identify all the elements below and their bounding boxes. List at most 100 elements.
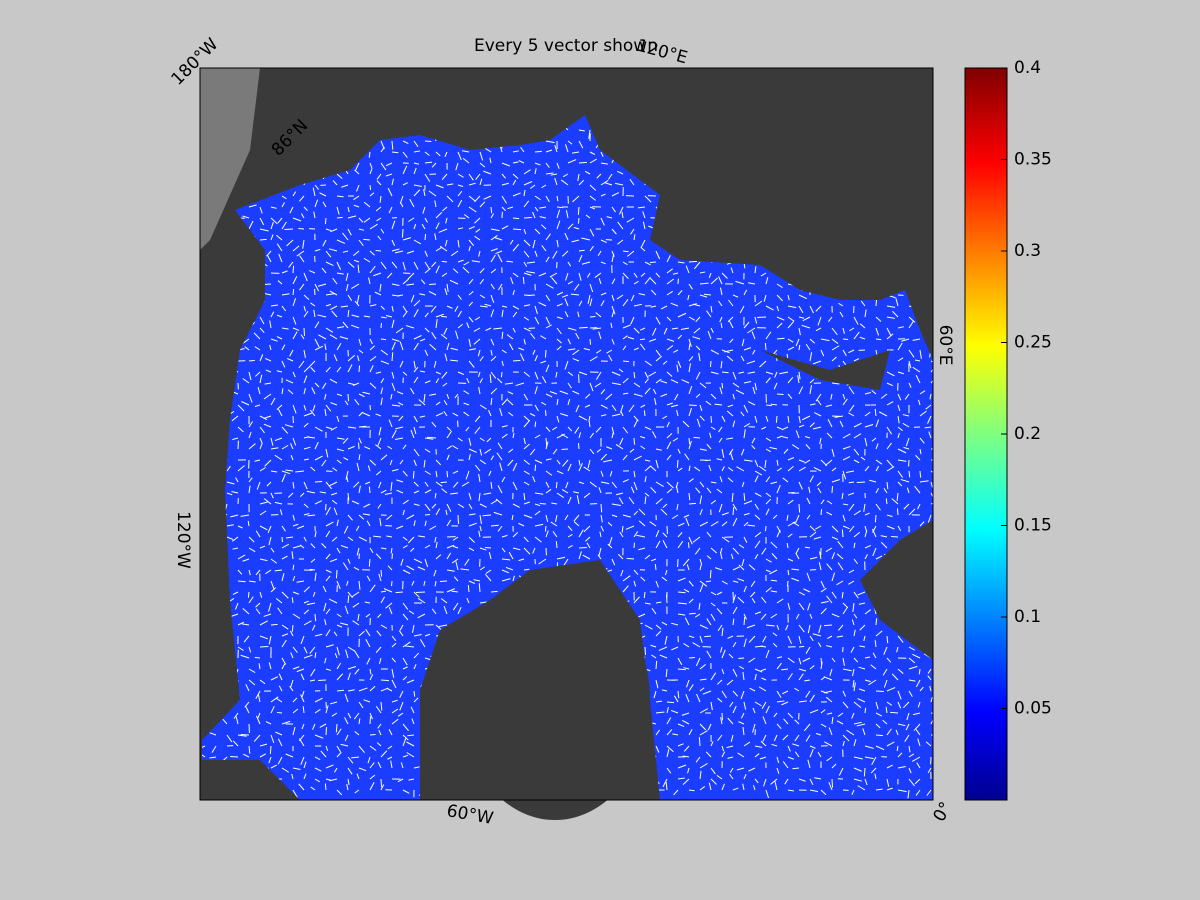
vector	[411, 718, 415, 725]
vector	[300, 635, 305, 645]
vector	[852, 679, 855, 688]
vector	[572, 349, 580, 356]
vector	[391, 305, 394, 312]
vector	[534, 228, 541, 235]
vector	[565, 272, 569, 281]
vector	[787, 457, 795, 461]
vector	[364, 446, 371, 450]
vector	[930, 360, 933, 366]
vector	[927, 767, 932, 774]
vector	[743, 585, 747, 593]
vector	[699, 723, 707, 731]
vector	[762, 635, 767, 643]
vector	[886, 401, 894, 406]
vector	[572, 358, 580, 362]
vector	[633, 382, 641, 388]
vector	[303, 536, 307, 542]
vector	[709, 569, 712, 579]
vector	[442, 382, 448, 387]
vector	[259, 228, 269, 232]
vector	[787, 657, 795, 664]
vector	[347, 364, 353, 373]
vector	[419, 293, 426, 296]
vector	[314, 199, 319, 208]
vector	[827, 418, 833, 428]
vector	[705, 751, 712, 758]
vector	[534, 250, 538, 257]
vector	[452, 536, 459, 541]
vector	[776, 435, 783, 439]
vector	[787, 466, 794, 472]
vector	[310, 543, 316, 549]
vector	[336, 580, 341, 590]
vector	[853, 613, 858, 619]
vector	[841, 529, 844, 538]
vector	[336, 326, 345, 329]
vector	[908, 360, 912, 369]
vector	[270, 705, 275, 714]
vector	[864, 512, 870, 516]
vector	[801, 415, 811, 421]
vector	[285, 753, 294, 758]
vector	[754, 514, 761, 520]
vector	[347, 294, 353, 301]
vector	[281, 555, 288, 560]
vector	[347, 261, 355, 268]
vector	[321, 382, 327, 389]
vector	[738, 564, 745, 571]
vector	[798, 481, 803, 490]
vector	[324, 408, 327, 417]
vector	[842, 393, 846, 400]
vector	[336, 613, 342, 618]
vector	[720, 646, 723, 653]
vector	[917, 738, 921, 747]
vector	[446, 519, 452, 527]
vector	[490, 590, 498, 593]
vector	[662, 415, 668, 420]
vector	[743, 512, 750, 516]
vector	[875, 316, 882, 322]
vector	[380, 162, 387, 171]
vector	[258, 663, 261, 670]
vector	[336, 745, 341, 753]
vector	[325, 569, 332, 573]
vector	[852, 602, 855, 612]
vector	[377, 437, 382, 447]
vector	[886, 442, 892, 450]
vector	[611, 250, 615, 257]
vector	[598, 487, 602, 494]
vector	[853, 358, 860, 362]
vector	[325, 764, 334, 769]
vector	[378, 729, 382, 736]
vector	[541, 184, 547, 189]
vector	[512, 161, 519, 164]
vector	[735, 280, 745, 285]
vector	[501, 558, 511, 561]
vector	[600, 481, 610, 485]
vector	[709, 432, 712, 439]
vector	[670, 709, 679, 714]
vector	[345, 649, 349, 659]
vector	[904, 393, 910, 400]
vector	[600, 470, 604, 477]
vector	[344, 693, 349, 703]
vector	[378, 481, 382, 489]
vector	[896, 508, 899, 516]
vector	[643, 591, 646, 599]
vector	[600, 404, 608, 409]
vector	[303, 458, 310, 461]
vector	[556, 291, 564, 296]
vector	[292, 327, 300, 331]
vector	[314, 338, 320, 348]
vector	[317, 314, 327, 318]
vector	[754, 745, 763, 748]
vector	[819, 551, 822, 560]
vector	[499, 462, 503, 472]
vector	[391, 371, 395, 379]
vector	[794, 751, 800, 758]
vector	[555, 514, 558, 523]
vector	[738, 721, 745, 725]
vector	[633, 234, 636, 241]
vector	[402, 738, 407, 747]
vector	[488, 552, 492, 560]
